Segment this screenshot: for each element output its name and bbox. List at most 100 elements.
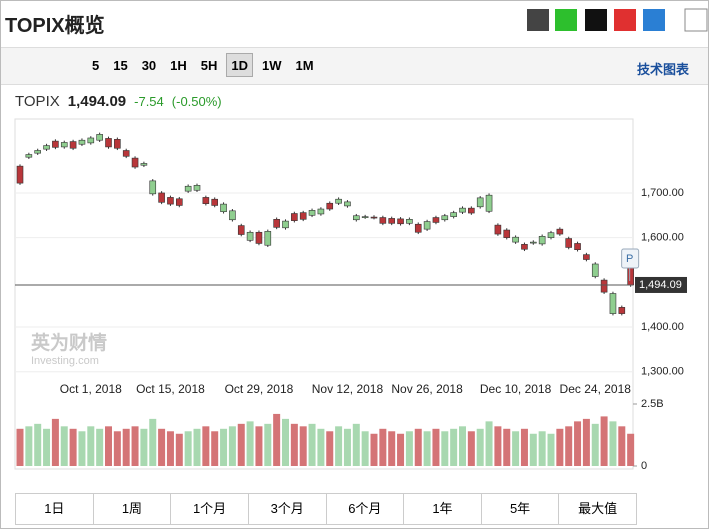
tech-chart-link[interactable]: 技术图表	[637, 62, 690, 77]
candle-body	[388, 218, 396, 224]
volume-bar	[529, 433, 537, 466]
volume-bar	[361, 431, 369, 466]
range-button[interactable]: 6个月	[325, 494, 404, 524]
range-button[interactable]: 1周	[92, 494, 171, 524]
volume-bar	[228, 426, 236, 466]
volume-bar	[485, 421, 493, 466]
volume-bar	[388, 431, 396, 466]
interval-button[interactable]: 1H	[170, 58, 187, 73]
candle-body	[565, 238, 573, 248]
volume-bar	[405, 431, 413, 466]
volume-bar	[25, 426, 33, 466]
volume-bar	[582, 418, 590, 466]
x-tick-label: Oct 29, 2018	[225, 382, 294, 396]
x-tick-label: Oct 1, 2018	[60, 382, 122, 396]
qq-icon[interactable]	[585, 9, 607, 31]
interval-button[interactable]: 5H	[200, 58, 218, 73]
range-button[interactable]: 3个月	[247, 494, 326, 524]
volume-bar	[237, 423, 245, 466]
candle-body	[423, 221, 431, 230]
range-buttons: 1日 1周 1个月 3个月 6个月 1年 5年 最大值	[15, 493, 637, 525]
mail-icon[interactable]	[527, 9, 549, 31]
candle-body	[326, 202, 334, 210]
candle-body	[255, 231, 263, 244]
interval-button[interactable]: 15	[113, 58, 128, 73]
candle-body	[600, 279, 608, 293]
candle-body	[512, 236, 519, 243]
candle-body	[450, 212, 457, 217]
candle-body	[299, 212, 307, 220]
share-icons	[527, 8, 708, 32]
candle-body	[485, 194, 493, 212]
candle-body	[583, 254, 590, 260]
candle-body	[308, 210, 316, 216]
candle-body	[459, 207, 466, 213]
candle-body	[229, 210, 236, 221]
candle-body	[34, 150, 42, 154]
volume-bar	[273, 413, 281, 466]
candle-body	[591, 263, 599, 277]
wechat-icon[interactable]	[555, 9, 577, 31]
watermark-cn: 英为财情	[31, 331, 107, 354]
volume-bar	[308, 423, 316, 466]
candle-body	[193, 185, 201, 191]
interval-button[interactable]: 30	[141, 58, 157, 73]
volume-bar	[547, 433, 555, 466]
candle-body	[335, 198, 342, 204]
volume-bar	[16, 428, 24, 466]
quote-line: TOPIX 1,494.09 -7.54 (-0.50%)	[15, 93, 222, 110]
volume-bar	[149, 418, 157, 466]
y2-tick-label: 2.5B	[641, 398, 664, 410]
candle-body	[529, 241, 537, 244]
range-button[interactable]: 最大值	[558, 494, 636, 524]
candle-body	[521, 244, 528, 250]
interval-button[interactable]: 1W	[262, 58, 282, 73]
interval-button[interactable]: 1D	[226, 53, 254, 77]
candle-body	[361, 216, 369, 218]
y-tick-label: 1,400.00	[641, 321, 684, 333]
interval-button[interactable]: 5	[92, 58, 100, 73]
volume-bar	[574, 421, 582, 466]
favorite-icon[interactable]	[643, 9, 665, 31]
candle-body	[60, 142, 68, 148]
candle-body	[264, 231, 272, 246]
range-button[interactable]: 1个月	[170, 494, 248, 524]
candle-body	[140, 163, 148, 166]
candle-body	[406, 219, 413, 224]
weibo-icon[interactable]	[614, 9, 636, 31]
volume-bar	[78, 431, 86, 466]
range-button[interactable]: 1年	[403, 494, 481, 524]
volume-bar	[379, 428, 387, 466]
candle-body	[122, 150, 130, 157]
volume-bar	[69, 428, 77, 466]
volume-bar	[246, 421, 254, 466]
candle-body	[43, 145, 50, 150]
volume-bar	[264, 423, 272, 466]
chart: 英为财情 Investing.com 1,300.00 1,400.00 1,600…	[14, 118, 687, 472]
candle-body	[414, 223, 422, 233]
info-icon[interactable]	[684, 8, 708, 32]
candle-body	[273, 219, 280, 228]
volume-bar	[326, 431, 334, 466]
volume-bar	[538, 431, 546, 466]
candle-body	[618, 307, 626, 314]
last-price-label: 1,494.09	[639, 279, 682, 291]
volume-bar	[211, 431, 219, 466]
watermark-en: Investing.com	[31, 355, 99, 367]
range-button[interactable]: 1日	[44, 501, 65, 516]
candle-body	[202, 197, 210, 204]
quote-change-pct: (-0.50%)	[171, 94, 222, 109]
candle-body	[105, 138, 112, 148]
candle-body	[344, 201, 351, 207]
candle-body	[291, 213, 298, 221]
volume-bar	[627, 433, 635, 466]
volume-bar	[450, 428, 458, 466]
candle-body	[494, 224, 502, 235]
candle-body	[69, 141, 77, 149]
interval-button[interactable]: 1M	[295, 58, 314, 73]
volume-bar	[423, 431, 431, 466]
toolbar	[1, 47, 708, 85]
candle-body	[317, 208, 325, 215]
range-button[interactable]: 5年	[480, 494, 559, 524]
